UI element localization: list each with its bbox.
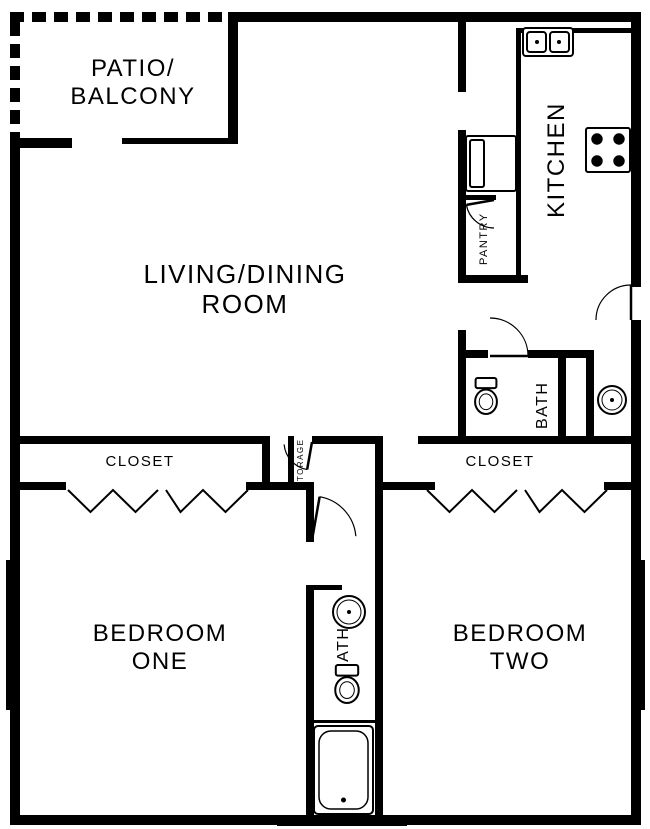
floorplan-canvas: PATIO/BALCONYLIVING/DININGROOMKITCHENPAN… [0, 0, 650, 829]
bifold-doors [0, 0, 650, 829]
